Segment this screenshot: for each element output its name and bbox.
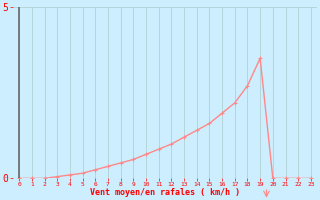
X-axis label: Vent moyen/en rafales ( km/h ): Vent moyen/en rafales ( km/h ) xyxy=(90,188,240,197)
